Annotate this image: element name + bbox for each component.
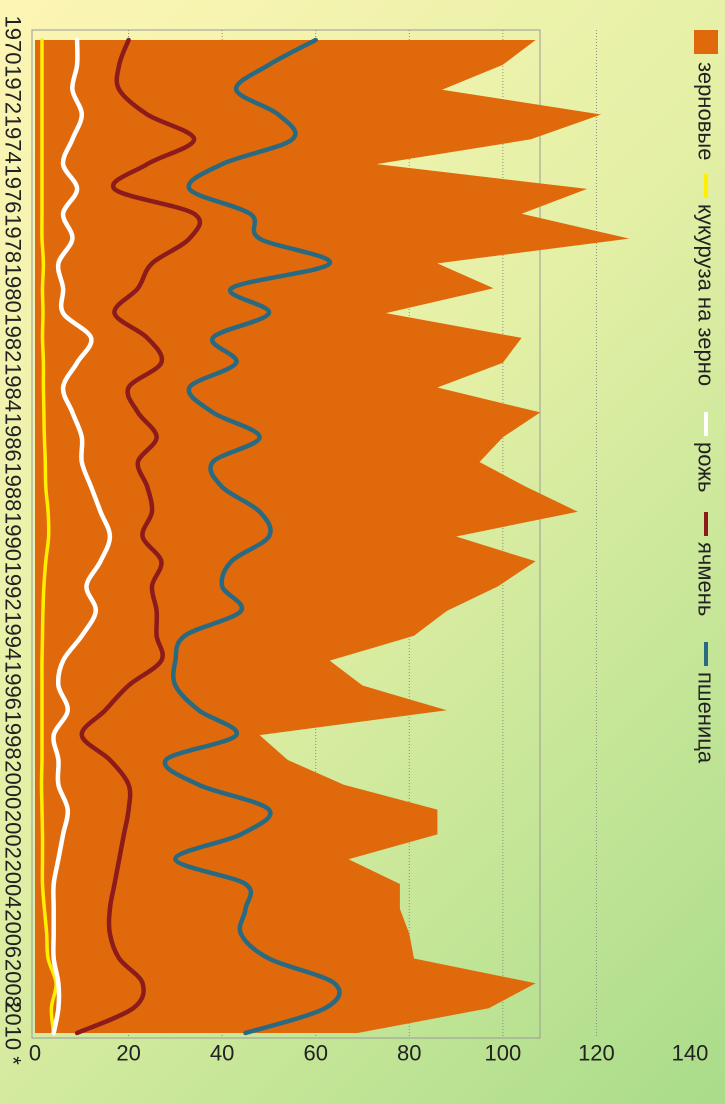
x-tick-label: 1986	[1, 413, 26, 462]
legend-label: рожь	[694, 442, 719, 492]
x-tick-label: 2010 *	[1, 1001, 26, 1065]
x-tick-label: 1978	[1, 214, 26, 263]
x-tick-label: 1994	[1, 611, 26, 660]
x-tick-label: 1976	[1, 164, 26, 213]
x-tick-label: 2002	[1, 810, 26, 859]
line-series-ячмень	[74, 37, 203, 1036]
legend-label: пшеница	[694, 672, 719, 764]
line-series-кукуруза на зерно	[39, 38, 58, 1035]
x-tick-label: 1974	[1, 115, 26, 164]
y-tick-label: 0	[29, 1041, 41, 1066]
area-layer	[35, 39, 630, 1034]
legend-label: ячмень	[694, 542, 719, 616]
x-tick-label: 2000	[1, 760, 26, 809]
y-axis: 0 20 40 60 80 100 120 140	[29, 1041, 708, 1066]
x-tick-label: 1984	[1, 363, 26, 412]
x-tick-label: 1980	[1, 264, 26, 313]
y-tick-label: 120	[578, 1041, 615, 1066]
legend-label: кукуруза на зерно	[694, 204, 719, 386]
line-series-пшеница	[162, 37, 342, 1036]
legend-label: зерновые	[694, 62, 719, 160]
y-tick-label: 100	[484, 1041, 521, 1066]
line-series-рожь	[51, 37, 113, 1036]
legend: зерновые кукуруза на зерно рожь ячмень пшени…	[694, 30, 719, 764]
area-series-зерновые	[35, 40, 630, 1033]
x-tick-label: 1970	[1, 16, 26, 65]
y-tick-label: 80	[397, 1041, 421, 1066]
x-tick-label: 1996	[1, 661, 26, 710]
y-tick-label: 20	[116, 1041, 140, 1066]
x-tick-label: 1972	[1, 65, 26, 114]
x-tick-label: 1982	[1, 313, 26, 362]
y-tick-label: 40	[210, 1041, 234, 1066]
x-tick-label: 1998	[1, 711, 26, 760]
legend-swatch-зерновые	[694, 30, 718, 54]
plot-area	[31, 29, 541, 1039]
x-axis: 1970197219741976197819801982198419861988…	[1, 16, 26, 1066]
series-lines	[39, 37, 342, 1036]
y-tick-label: 140	[672, 1041, 709, 1066]
x-tick-label: 2006	[1, 909, 26, 958]
x-tick-label: 2008	[1, 959, 26, 1008]
x-tick-label: 1988	[1, 462, 26, 511]
x-tick-label: 2004	[1, 860, 26, 909]
x-tick-label: 1992	[1, 562, 26, 611]
y-tick-label: 60	[303, 1041, 327, 1066]
x-tick-label: 1990	[1, 512, 26, 561]
